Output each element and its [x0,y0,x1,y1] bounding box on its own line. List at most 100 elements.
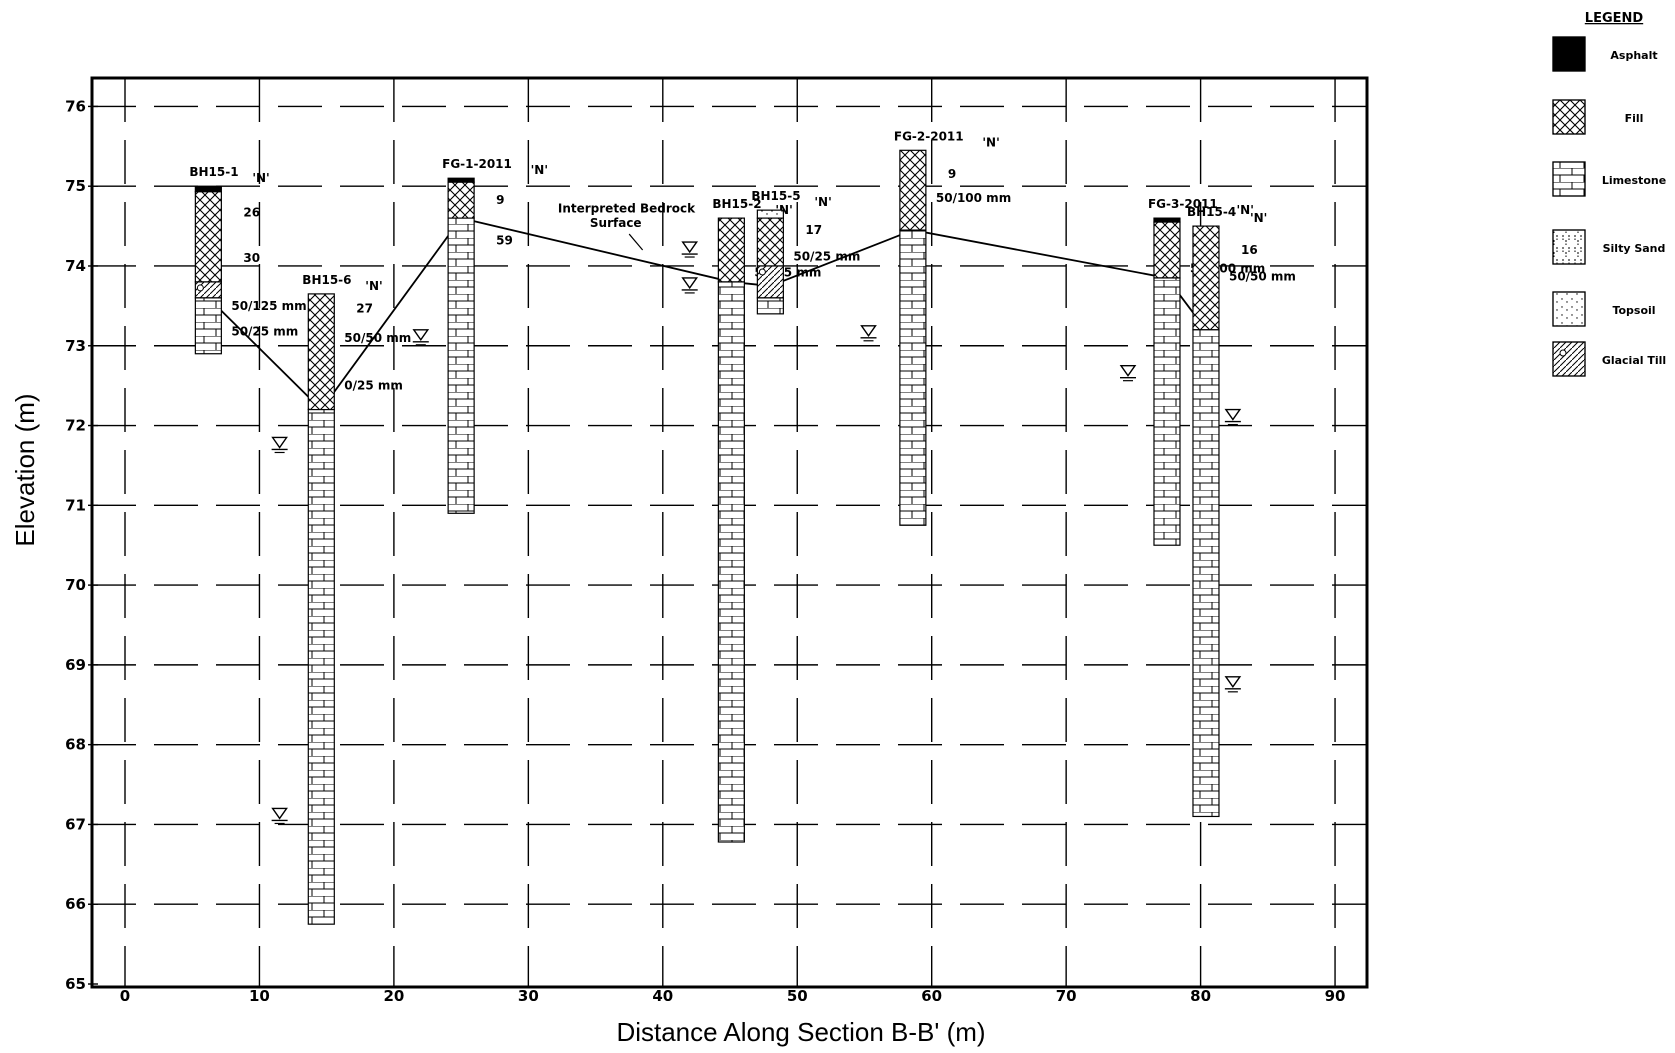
n-value: 50/125 mm [231,299,306,313]
borehole-fg-2-2011: FG-2-2011 'N' 9 50/100 mm [894,129,1011,526]
n-value: 30 [243,251,260,265]
water-triangle [860,325,877,338]
water-triangle [271,436,288,449]
till-cobble [1559,349,1567,357]
y-tick-label: 68 [65,736,86,754]
legend-label: Asphalt [1610,49,1657,62]
y-tick-label: 67 [65,815,86,833]
y-tick-label: 72 [65,417,86,435]
water-level-icon [271,436,288,454]
borehole-label: FG-2-2011 [894,129,964,143]
y-tick-label: 69 [65,656,86,674]
n-value: 50/100 mm [936,191,1011,205]
legend-item-topsoil: Topsoil [1552,291,1656,327]
legend-item-asphalt: Asphalt [1552,36,1658,72]
legend-item-limestone: Limestone [1552,161,1666,197]
water-triangle [412,329,430,342]
bedrock-label-2: Surface [590,216,642,230]
water-triangle [681,241,699,254]
legend-label: Limestone [1602,174,1666,187]
borehole-label: BH15-4 [1187,205,1236,219]
x-tick-label: 30 [518,987,539,1005]
n-value: 9 [496,193,504,207]
till-cobble [758,268,766,276]
layer-limestone [1192,329,1220,818]
legend-title: LEGEND [1585,11,1644,26]
x-tick-label: 60 [921,987,942,1005]
n-value: 50/25 mm [231,324,298,338]
layer-asphalt [194,185,222,193]
water-level-icon [681,241,699,258]
y-tick-label: 74 [65,257,86,275]
water-level-icon [412,329,430,346]
legend-swatch-asphalt [1552,36,1586,72]
borehole-bh15-6: BH15-6 'N' 27 50/50 mm 0/25 mm [302,273,411,925]
layer-fill [194,191,222,283]
water-triangle [681,277,699,290]
legend-swatch-silty_sand [1552,229,1586,265]
borehole-label: BH15-6 [302,273,351,287]
layer-fill [1153,221,1181,279]
borehole-label: BH15-1 [189,165,238,179]
x-tick-labels: 0 10 20 30 40 50 60 70 80 90 [120,987,1346,1005]
x-tick-label: 70 [1056,987,1077,1005]
n-value-header: 'N' [365,279,382,293]
layer-limestone [194,297,222,355]
layer-limestone [307,408,335,925]
n-value-header: 'N' [982,135,999,149]
legend-item-fill: Fill [1552,99,1644,135]
n-value: 27 [356,301,373,315]
legend-swatch-topsoil [1552,291,1586,327]
borehole-label: BH15-5 [751,189,800,203]
legend-label: Fill [1625,112,1644,125]
borehole-bh15-2: BH15-2'N'2350/15 mm [712,197,821,843]
layer-limestone [447,217,475,514]
water-level-icon [1224,408,1242,426]
bedrock-line [207,217,1207,411]
layer-fill [899,149,927,231]
layer-limestone [756,297,784,315]
n-value-header: 'N' [1250,211,1267,225]
legend-label: Topsoil [1612,304,1655,317]
water-triangle [1224,408,1242,421]
n-value: 9 [948,167,956,181]
y-tick-label: 66 [65,895,86,913]
n-value: 50/50 mm [1229,269,1296,283]
borehole-bh15-5: BH15-5 'N' 17 50/25 mm [751,189,860,315]
plot-frame [90,76,1369,989]
x-tick-label: 50 [787,987,808,1005]
water-level-icon [1224,676,1242,693]
x-tick-label: 40 [652,987,673,1005]
y-tick-label: 70 [65,576,86,594]
water-level-icon [860,325,877,342]
till-cobble [196,284,204,292]
layer-fill [307,293,335,411]
x-tick-label: 20 [383,987,404,1005]
legend-label: Glacial Till [1602,354,1666,367]
legend-swatch-limestone [1552,161,1586,197]
n-value: 50/25 mm [793,249,860,263]
water-levels [271,241,1242,825]
y-tick-label: 75 [65,177,86,195]
layer-limestone [1153,277,1181,546]
x-tick-label: 0 [120,987,130,1005]
legend-item-glacial_till: Glacial Till [1552,341,1666,377]
legend-swatch-fill [1552,99,1586,135]
legend-item-silty_sand: Silty Sand [1552,229,1666,265]
x-tick-label: 80 [1190,987,1211,1005]
borehole-fg-1-2011: FG-1-2011 'N' 9 59 [442,157,548,514]
n-value-header: 'N' [1236,203,1253,217]
n-value-header: 'N' [531,163,548,177]
layer-fill [1192,225,1220,331]
y-tick-label: 73 [65,337,86,355]
y-tick-label: 65 [65,975,86,993]
borehole-fg-3-2011: FG-3-2011'N'650/100 mm [1148,197,1265,546]
borehole-label: BH15-2 [712,197,761,211]
n-value: 59 [496,233,513,247]
layer-topsoil [756,209,784,219]
boreholes: BH15-1 'N' 26 30 50/125 mm 50/25 mm BH15-6 'N' 2… [189,129,1296,925]
legend-label: Silty Sand [1603,242,1666,255]
